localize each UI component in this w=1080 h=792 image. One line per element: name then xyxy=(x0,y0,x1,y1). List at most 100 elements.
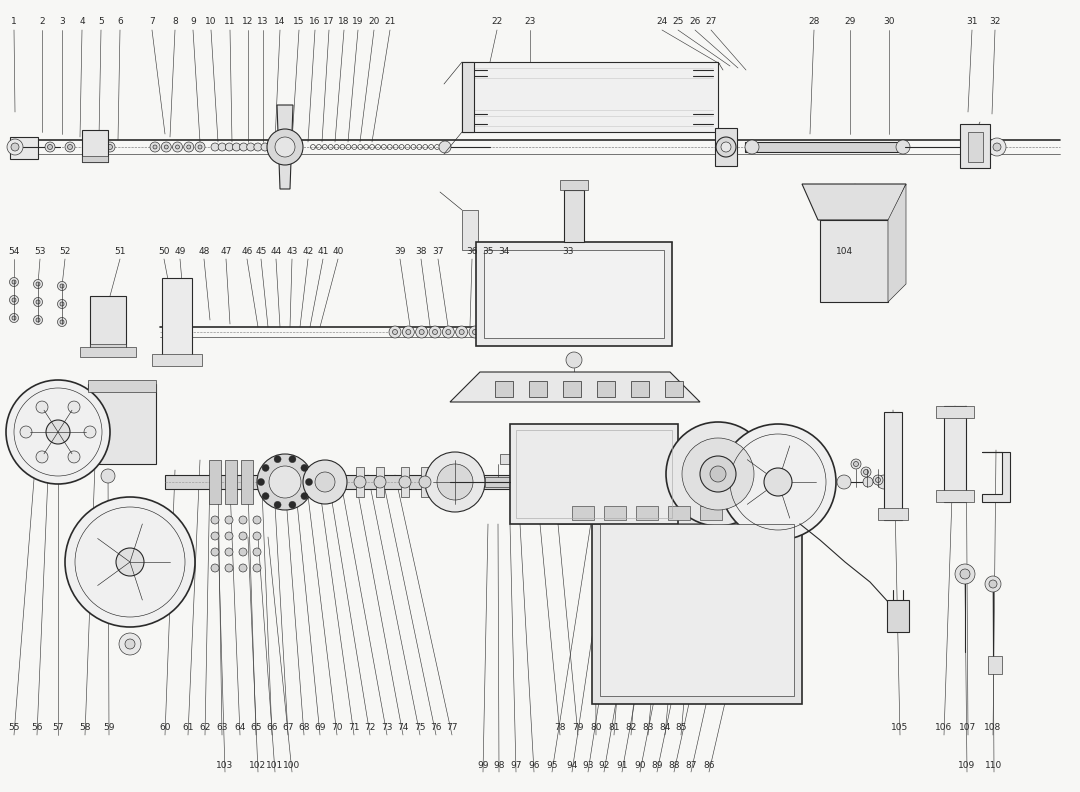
Text: 38: 38 xyxy=(415,247,427,257)
Text: 97: 97 xyxy=(510,761,522,771)
Circle shape xyxy=(262,464,269,471)
Bar xyxy=(152,354,202,366)
Bar xyxy=(356,467,364,497)
Text: 81: 81 xyxy=(608,724,620,733)
Text: 4: 4 xyxy=(79,17,85,26)
Circle shape xyxy=(853,462,859,466)
Text: 101: 101 xyxy=(267,761,284,771)
Text: 29: 29 xyxy=(845,17,855,26)
Bar xyxy=(597,381,615,397)
Text: 74: 74 xyxy=(397,724,408,733)
Circle shape xyxy=(46,420,70,444)
Circle shape xyxy=(988,138,1005,156)
Text: 87: 87 xyxy=(685,761,697,771)
Text: 1: 1 xyxy=(11,17,17,26)
Circle shape xyxy=(289,501,296,508)
Text: 92: 92 xyxy=(598,761,610,771)
Circle shape xyxy=(211,564,219,572)
Text: 39: 39 xyxy=(394,247,406,257)
Text: 11: 11 xyxy=(225,17,235,26)
Circle shape xyxy=(873,475,883,485)
Bar xyxy=(210,460,221,504)
Circle shape xyxy=(10,277,18,287)
Text: 100: 100 xyxy=(283,761,300,771)
Circle shape xyxy=(36,451,48,463)
Bar xyxy=(241,460,253,504)
Text: 107: 107 xyxy=(959,724,976,733)
Bar xyxy=(820,220,888,302)
Bar xyxy=(529,381,546,397)
Circle shape xyxy=(960,569,970,579)
Circle shape xyxy=(240,143,247,151)
Bar xyxy=(563,381,581,397)
Text: 37: 37 xyxy=(432,247,444,257)
Text: 94: 94 xyxy=(566,761,578,771)
Text: 102: 102 xyxy=(249,761,267,771)
Text: 16: 16 xyxy=(309,17,321,26)
Text: 62: 62 xyxy=(200,724,211,733)
Circle shape xyxy=(303,460,347,504)
Bar xyxy=(225,460,237,504)
Text: 36: 36 xyxy=(467,247,477,257)
Polygon shape xyxy=(276,105,293,189)
Circle shape xyxy=(36,300,40,304)
Text: 22: 22 xyxy=(491,17,502,26)
Text: 64: 64 xyxy=(234,724,245,733)
Text: 41: 41 xyxy=(318,247,328,257)
Text: 56: 56 xyxy=(31,724,43,733)
Circle shape xyxy=(60,320,64,324)
Circle shape xyxy=(173,142,183,152)
Text: 40: 40 xyxy=(333,247,343,257)
Text: 5: 5 xyxy=(98,17,104,26)
Text: 20: 20 xyxy=(368,17,380,26)
Text: 42: 42 xyxy=(302,247,313,257)
Text: 67: 67 xyxy=(282,724,294,733)
Circle shape xyxy=(720,424,836,540)
Circle shape xyxy=(301,464,308,471)
Bar xyxy=(669,506,690,520)
Text: 104: 104 xyxy=(836,247,853,257)
Circle shape xyxy=(837,475,851,489)
Polygon shape xyxy=(462,62,474,132)
Circle shape xyxy=(374,476,386,488)
Bar xyxy=(87,380,156,392)
Text: 17: 17 xyxy=(323,17,335,26)
Circle shape xyxy=(175,145,179,149)
Circle shape xyxy=(262,493,269,500)
Text: 14: 14 xyxy=(274,17,286,26)
Circle shape xyxy=(65,497,195,627)
Text: 78: 78 xyxy=(554,724,566,733)
Circle shape xyxy=(211,532,219,540)
Circle shape xyxy=(225,532,233,540)
Circle shape xyxy=(700,456,735,492)
Circle shape xyxy=(419,329,424,334)
Circle shape xyxy=(239,548,247,556)
Circle shape xyxy=(253,532,261,540)
Bar xyxy=(484,250,664,338)
Circle shape xyxy=(745,140,759,154)
Circle shape xyxy=(267,129,303,165)
Circle shape xyxy=(211,516,219,524)
Text: 72: 72 xyxy=(364,724,376,733)
Bar xyxy=(636,506,658,520)
Circle shape xyxy=(12,280,16,284)
Circle shape xyxy=(246,143,255,151)
Circle shape xyxy=(253,548,261,556)
Text: 10: 10 xyxy=(205,17,217,26)
Text: 63: 63 xyxy=(216,724,228,733)
Bar xyxy=(495,381,513,397)
Circle shape xyxy=(269,466,301,498)
Circle shape xyxy=(764,468,792,496)
Circle shape xyxy=(198,145,202,149)
Circle shape xyxy=(851,459,861,469)
Circle shape xyxy=(21,426,32,438)
Bar xyxy=(421,467,429,497)
Text: 73: 73 xyxy=(381,724,393,733)
Text: 84: 84 xyxy=(659,724,671,733)
Text: 95: 95 xyxy=(546,761,557,771)
Text: 9: 9 xyxy=(190,17,195,26)
Circle shape xyxy=(211,143,219,151)
Text: 25: 25 xyxy=(673,17,684,26)
Bar xyxy=(500,454,519,464)
Text: 7: 7 xyxy=(149,17,154,26)
